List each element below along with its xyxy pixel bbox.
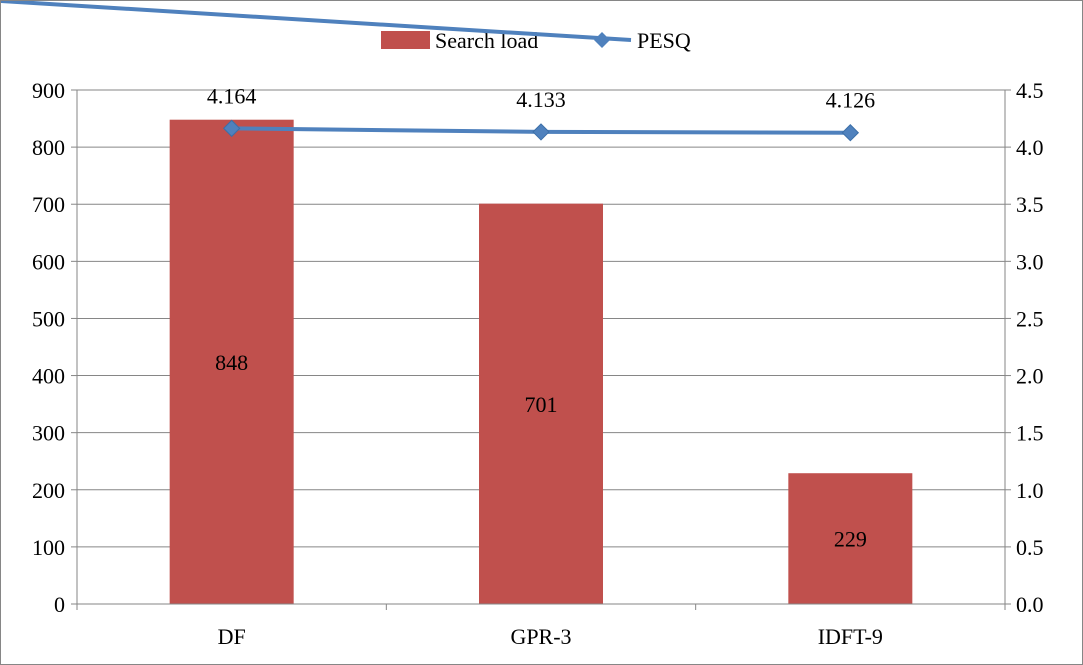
x-tick-label: DF [218,624,246,649]
y-right-tick-label: 0.0 [1016,592,1044,617]
legend-swatch-pesq-line [1,1,632,42]
y-left-tick-label: 900 [32,78,65,103]
legend: Search load PESQ [1,1,691,53]
y-right-tick-label: 0.5 [1016,535,1044,560]
bar [788,473,913,604]
y-left-tick-label: 800 [32,135,65,160]
y-right-tick-label: 3.5 [1016,192,1044,217]
pesq-point-marker [532,123,550,141]
y-left-tick-label: 700 [32,192,65,217]
y-left-tick-label: 300 [32,421,65,446]
y-right-tick-label: 1.0 [1016,478,1044,503]
pesq-point-marker [841,124,860,142]
x-tick-label: GPR-3 [510,624,571,649]
data-labels: 848 701 229 4.164 4.133 4.126 [207,83,875,551]
pesq-point-marker [222,119,241,138]
y-right-tick-label: 2.0 [1016,364,1044,389]
pesq-data-label: 4.126 [826,88,876,113]
axes: 0 100 200 300 400 500 600 700 800 900 0.0 0.5 1.0 1.5… [32,78,1044,649]
y-right-tick-label: 3.0 [1016,249,1044,274]
bar-data-label: 848 [215,350,248,375]
legend-swatch-search-load [381,31,430,49]
y-left-tick-label: 0 [54,592,65,617]
legend-label-pesq: PESQ [637,28,691,53]
pesq-data-label: 4.164 [207,83,257,108]
legend-swatch-pesq-marker [594,32,610,48]
y-right-tick-label: 1.5 [1016,421,1044,446]
bar [169,119,294,604]
y-left-tick-label: 600 [32,249,65,274]
line-series-pesq [222,119,860,142]
y-right-tick-label: 4.5 [1016,78,1044,103]
y-left-tick-label: 400 [32,364,65,389]
x-tick-label: IDFT-9 [818,624,883,649]
y-left-tick-label: 500 [32,306,65,331]
y-left-tick-label: 100 [32,535,65,560]
pesq-data-label: 4.133 [516,87,566,112]
bar-series-search-load [169,119,913,604]
y-left-tick-label: 200 [32,478,65,503]
bar-data-label: 229 [834,527,867,552]
bar-data-label: 701 [525,392,558,417]
y-right-tick-label: 4.0 [1016,135,1044,160]
y-right-tick-label: 2.5 [1016,306,1044,331]
bar [479,203,603,604]
